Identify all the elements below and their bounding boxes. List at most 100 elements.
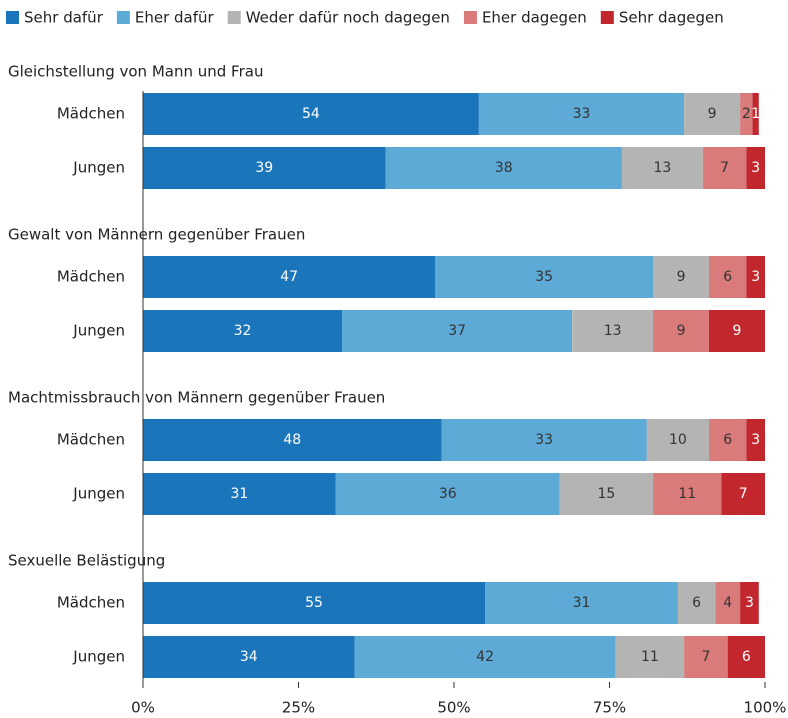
bar-segment: [684, 636, 728, 678]
value-label: 55: [305, 595, 323, 611]
value-label: 13: [604, 323, 622, 339]
value-label: 3: [751, 160, 760, 176]
legend-swatch: [600, 11, 614, 24]
group-title: Gewalt von Männern gegenüber Frauen: [8, 226, 305, 244]
legend-label: Weder dafür noch dagegen: [246, 9, 450, 27]
bar-segment: [752, 93, 759, 135]
category-label: Mädchen: [57, 594, 125, 612]
value-label: 38: [495, 160, 513, 176]
bar-segment: [143, 582, 486, 624]
value-label: 6: [692, 595, 701, 611]
legend-swatch: [6, 11, 19, 24]
value-label: 9: [677, 269, 686, 285]
value-label: 6: [723, 269, 732, 285]
bar-segment: [740, 582, 759, 624]
bar-segment: [715, 582, 741, 624]
value-label: 47: [280, 269, 298, 285]
value-label: 4: [723, 595, 732, 611]
legend-label: Sehr dafür: [24, 9, 104, 27]
value-label: 48: [283, 432, 301, 448]
bar-segment: [746, 256, 765, 298]
bar-segment: [354, 636, 616, 678]
bar-segment: [740, 93, 753, 135]
bar-segment: [653, 310, 710, 352]
bar-segment: [727, 636, 765, 678]
value-label: 6: [742, 649, 751, 665]
bar-segment: [143, 310, 343, 352]
bar-segment: [441, 419, 647, 461]
bar-segment: [485, 582, 678, 624]
legend-label: Sehr dagegen: [619, 9, 724, 27]
bar-segment: [335, 473, 560, 515]
value-label: 31: [573, 595, 591, 611]
value-label: 6: [723, 432, 732, 448]
value-label: 2: [742, 106, 751, 122]
bar-segment: [709, 419, 747, 461]
group-title: Gleichstellung von Mann und Frau: [8, 63, 263, 81]
value-label: 11: [678, 486, 696, 502]
bar-segment: [143, 636, 355, 678]
value-label: 33: [535, 432, 553, 448]
value-label: 36: [439, 486, 457, 502]
bar-segment: [721, 473, 765, 515]
bar-segment: [143, 473, 336, 515]
category-label: Mädchen: [57, 431, 125, 449]
value-label: 35: [535, 269, 553, 285]
bar-segment: [684, 93, 741, 135]
legend-label: Eher dafür: [135, 9, 215, 27]
category-label: Jungen: [72, 322, 125, 340]
bar-segment: [677, 582, 716, 624]
bar-segment: [709, 256, 747, 298]
value-label: 9: [708, 106, 717, 122]
bar-segment: [746, 147, 765, 189]
value-label: 7: [701, 649, 710, 665]
bar-segment: [342, 310, 573, 352]
value-label: 10: [669, 432, 687, 448]
bar-segment: [559, 473, 654, 515]
legend-swatch: [227, 11, 241, 24]
x-tick-label: 100%: [744, 699, 787, 717]
bar-segment: [143, 419, 442, 461]
group-title: Machtmissbrauch von Männern gegenüber Fr…: [8, 389, 385, 407]
bar-segment: [615, 636, 685, 678]
bar-segment: [709, 310, 765, 352]
x-tick-label: 25%: [282, 699, 315, 717]
value-label: 7: [720, 160, 729, 176]
bar-segment: [385, 147, 622, 189]
legend-label: Eher dagegen: [482, 9, 587, 27]
bar-segment: [435, 256, 654, 298]
legend-swatch: [116, 11, 130, 24]
group-title: Sexuelle Belästigung: [8, 552, 165, 570]
category-label: Jungen: [72, 485, 125, 503]
value-label: 13: [653, 160, 671, 176]
value-label: 42: [476, 649, 494, 665]
value-label: 34: [240, 649, 258, 665]
value-label: 9: [733, 323, 742, 339]
value-label: 3: [745, 595, 754, 611]
bar-segment: [702, 147, 747, 189]
value-label: 3: [751, 269, 760, 285]
value-label: 39: [255, 160, 273, 176]
value-label: 15: [597, 486, 615, 502]
category-label: Jungen: [72, 648, 125, 666]
value-label: 32: [234, 323, 252, 339]
value-label: 11: [641, 649, 659, 665]
bar-segment: [143, 147, 386, 189]
category-label: Mädchen: [57, 268, 125, 286]
bar-segment: [653, 256, 710, 298]
value-label: 9: [677, 323, 686, 339]
bar-segment: [621, 147, 703, 189]
value-label: 33: [573, 106, 591, 122]
value-label: 7: [739, 486, 748, 502]
category-label: Mädchen: [57, 105, 125, 123]
x-tick-label: 0%: [131, 699, 155, 717]
category-label: Jungen: [72, 159, 125, 177]
bar-segment: [478, 93, 685, 135]
bar-segment: [143, 256, 436, 298]
value-label: 3: [751, 432, 760, 448]
bar-segment: [746, 419, 765, 461]
bar-segment: [653, 473, 722, 515]
value-label: 1: [751, 106, 760, 122]
value-label: 37: [448, 323, 466, 339]
